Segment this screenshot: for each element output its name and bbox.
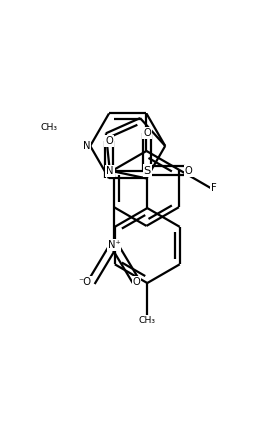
Text: N: N [83, 141, 90, 151]
Text: O: O [143, 128, 151, 138]
Text: CH₃: CH₃ [139, 316, 156, 325]
Text: ⁻O: ⁻O [79, 277, 91, 287]
Text: CH₃: CH₃ [41, 123, 58, 132]
Text: F: F [211, 184, 217, 194]
Text: N: N [106, 166, 114, 176]
Text: O: O [105, 136, 113, 146]
Text: O: O [185, 166, 193, 176]
Text: O: O [133, 277, 140, 287]
Text: S: S [144, 166, 151, 176]
Text: N⁺: N⁺ [108, 240, 120, 250]
